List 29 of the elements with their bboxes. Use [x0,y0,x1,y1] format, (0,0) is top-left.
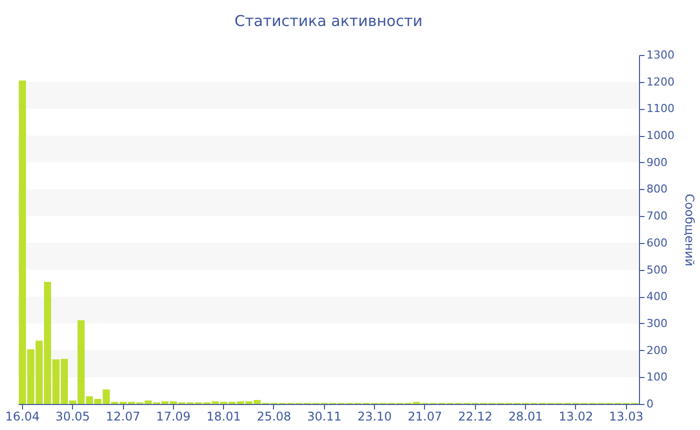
x-tick-label: 13.02 [558,410,594,424]
x-tick-label: 17.09 [156,410,191,424]
chart-title: Статистика активности [234,12,422,30]
x-tick-label: 12.07 [106,410,140,424]
y-tick-label: 900 [646,156,668,169]
x-tick-label: 18.01 [206,410,241,424]
y-tick-label: 500 [646,263,668,276]
x-tick-label: 28.01 [508,410,543,424]
y-axis-title: Сообщений [682,194,696,266]
y-tick-label: 0 [646,398,654,410]
y-tick-label: 300 [646,316,668,330]
y-tick-label: 600 [646,236,668,250]
y-tick-label: 1100 [646,102,674,116]
x-tick-label: 22.12 [458,410,492,424]
x-tick-label: 25.08 [256,410,292,424]
y-tick-label: 1300 [646,48,674,62]
y-tick-label: 100 [646,370,668,384]
y-tick-label: 1000 [646,129,674,142]
x-tick-label: 30.11 [307,410,342,424]
y-tick-label: 800 [646,182,668,196]
y-tick-label: 700 [646,210,668,223]
x-tick-label: 16.04 [5,410,40,424]
x-tick-label: 13.03 [609,410,644,424]
y-tick-label: 200 [646,344,668,357]
x-tick-label: 21.07 [408,410,442,424]
x-tick-label: 30.05 [56,410,90,424]
x-tick-label: 23.10 [357,410,392,424]
y-tick-label: 1200 [646,75,674,88]
y-tick-label: 400 [646,290,668,304]
